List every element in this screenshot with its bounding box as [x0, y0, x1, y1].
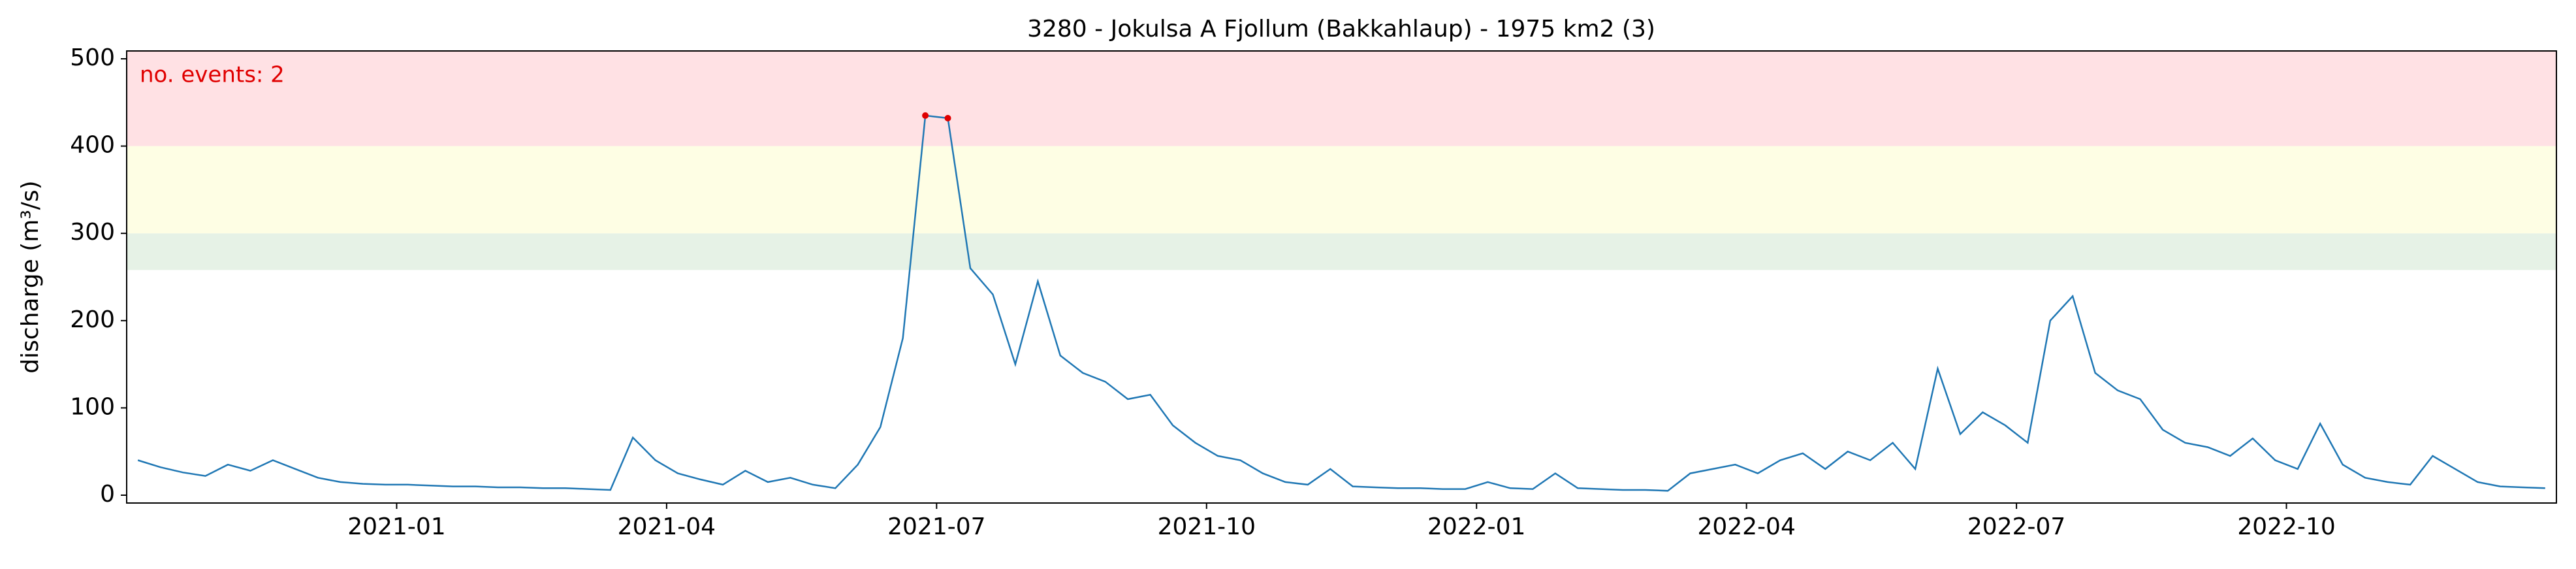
- threshold-band: [127, 146, 2556, 234]
- annotation: no. events: 2: [140, 62, 285, 88]
- x-tick-label: 2021-04: [618, 513, 716, 540]
- x-tick-label: 2021-07: [887, 513, 985, 540]
- x-tick-label: 2021-01: [347, 513, 445, 540]
- event-marker: [922, 112, 929, 119]
- plot-frame: [126, 50, 2557, 504]
- x-tick-label: 2022-10: [2237, 513, 2335, 540]
- chart-title: 3280 - Jokulsa A Fjollum (Bakkahlaup) - …: [1027, 16, 1655, 42]
- y-axis-label: discharge (m³/s): [17, 180, 44, 373]
- threshold-band: [127, 233, 2556, 270]
- threshold-band: [127, 51, 2556, 146]
- y-tick-label: 400: [70, 132, 115, 159]
- y-tick-label: 200: [70, 306, 115, 333]
- x-tick-label: 2022-04: [1697, 513, 1795, 540]
- event-marker: [944, 114, 951, 122]
- y-tick-label: 300: [70, 219, 115, 246]
- y-tick-label: 0: [100, 481, 115, 508]
- discharge-line: [137, 114, 2545, 492]
- x-tick-label: 2021-10: [1158, 513, 1256, 540]
- y-tick-label: 500: [70, 44, 115, 71]
- x-tick-label: 2022-01: [1427, 513, 1525, 540]
- y-tick-label: 100: [70, 393, 115, 420]
- x-tick-label: 2022-07: [1967, 513, 2065, 540]
